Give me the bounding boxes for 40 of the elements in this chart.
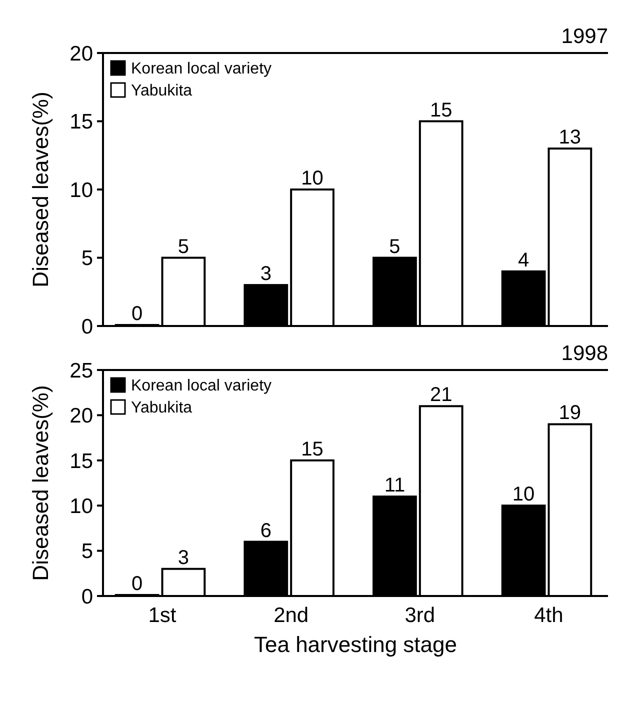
data-label: 0 [132,303,143,325]
y-tick-label: 20 [70,404,93,428]
x-tick-label: 4th [534,604,564,627]
data-label: 21 [430,384,452,406]
data-label: 15 [301,438,324,460]
x-axis-title: Tea harvesting stage [254,632,458,657]
data-label: 5 [389,236,400,258]
y-axis-title: Diseased leaves(%) [28,385,53,581]
legend-label: Yabukita [131,400,192,417]
legend-label: Korean local variety [131,378,272,395]
chart-title: 1998 [561,342,608,365]
data-label: 5 [178,236,190,258]
data-label: 13 [558,126,582,149]
data-label: 15 [430,99,452,122]
data-label: 19 [558,402,582,424]
y-tick-label: 0 [81,585,93,608]
y-tick-label: 5 [81,540,93,564]
y-tick-label: 20 [70,42,93,66]
y-tick-label: 10 [70,494,93,518]
data-label: 3 [178,546,190,569]
y-axis-title: Diseased leaves(%) [28,92,53,288]
x-tick-label: 2nd [274,604,309,627]
y-tick-label: 5 [81,247,93,270]
data-label: 10 [512,484,535,506]
y-tick-label: 0 [81,315,93,338]
x-tick-label: 1st [148,604,176,627]
y-tick-label: 25 [70,359,93,382]
y-tick-label: 15 [70,450,93,473]
data-label: 0 [132,573,143,595]
legend-label: Yabukita [131,82,192,100]
y-tick-label: 10 [70,178,93,202]
data-label: 11 [384,474,406,497]
x-tick-label: 3rd [404,604,436,627]
data-label: 6 [260,520,272,542]
data-label: 10 [301,168,324,190]
data-label: 3 [260,263,272,286]
data-label: 4 [518,249,530,272]
chart-title: 1997 [561,25,608,48]
legend-label: Korean local variety [131,60,272,78]
y-tick-label: 15 [70,110,93,134]
